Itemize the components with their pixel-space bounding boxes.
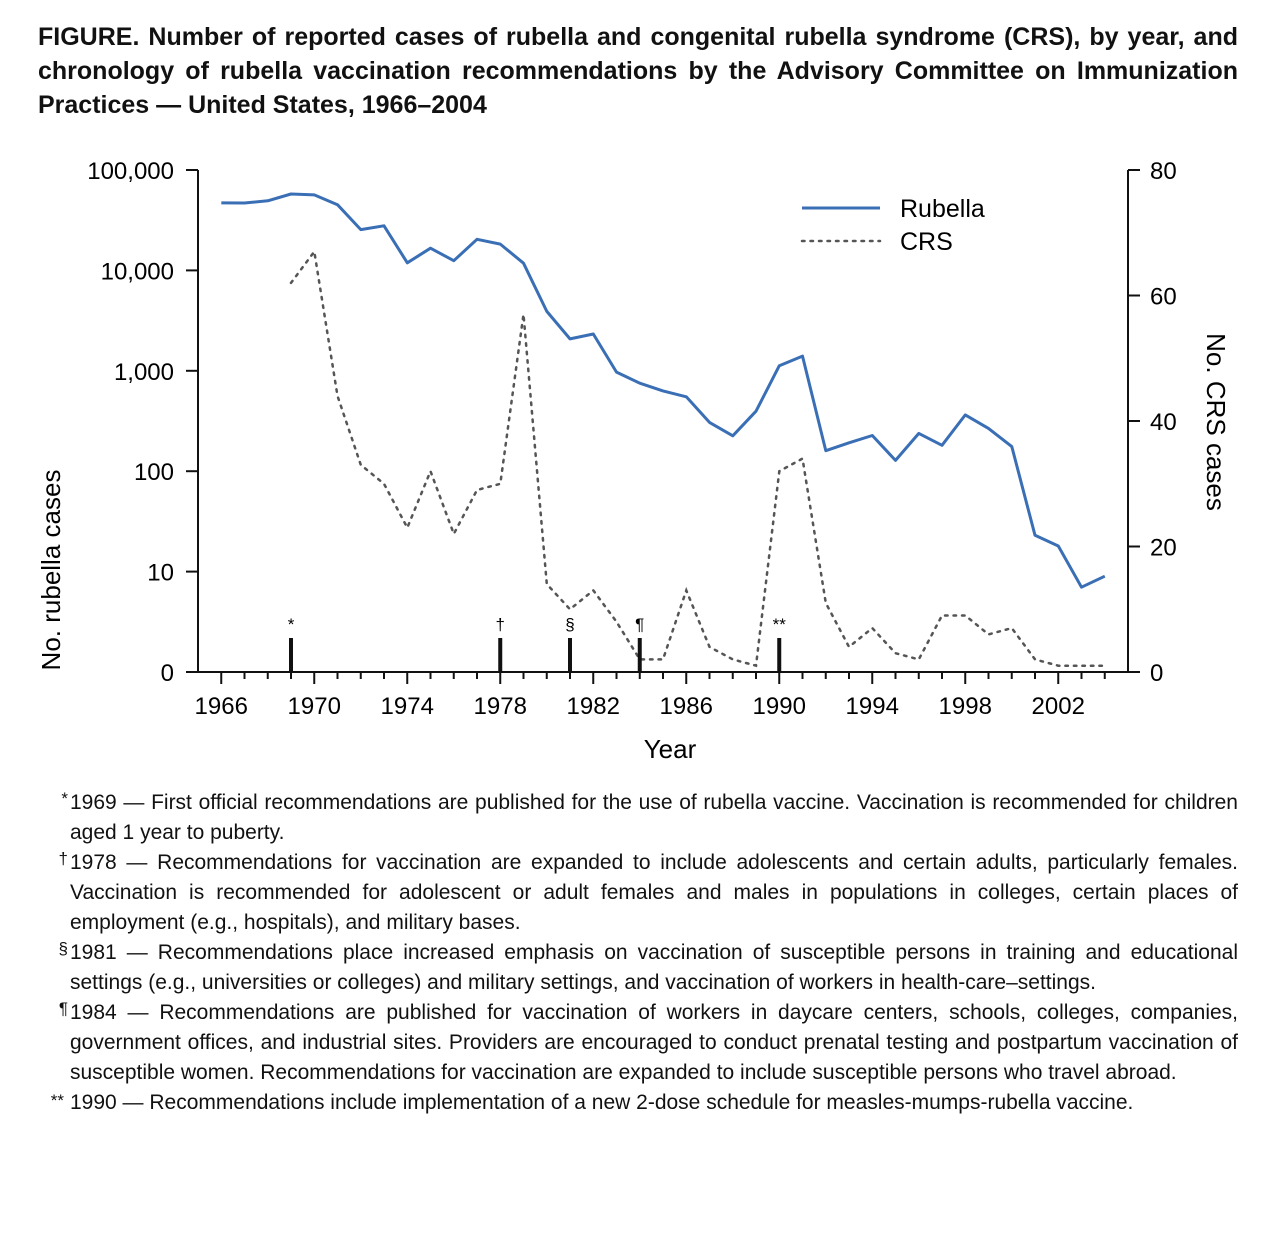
footnote-symbol: ¶ <box>58 999 68 1018</box>
recommendation-marker-symbol: † <box>496 615 505 634</box>
y-right-tick-label: 60 <box>1150 284 1177 311</box>
footnote-1978: † 1978 — Recommendations for vaccination… <box>38 848 1238 938</box>
figure-title: FIGURE. Number of reported cases of rube… <box>38 23 1238 119</box>
recommendation-marker-symbol: § <box>565 615 574 634</box>
x-tick-label: 1982 <box>567 693 620 720</box>
recommendation-marker-symbol: ** <box>773 615 787 634</box>
footnote-1981: § 1981 — Recommendations place increased… <box>38 938 1238 998</box>
footnote-1984: ¶ 1984 — Recommendations are published f… <box>38 998 1238 1088</box>
x-tick-label: 2002 <box>1032 693 1085 720</box>
chart-axes <box>197 170 1129 673</box>
chart-legend: Rubella CRS <box>800 195 985 256</box>
y-right-tick-label: 80 <box>1150 158 1177 185</box>
y-right-tick-label: 0 <box>1150 660 1163 687</box>
x-axis-label: Year <box>644 734 697 764</box>
y-left-tick-label: 100 <box>134 459 174 486</box>
y-right-tick-label: 40 <box>1150 409 1177 436</box>
y-left-tick-label: 100,000 <box>87 158 174 185</box>
y-left-tick-label: 0 <box>161 660 174 687</box>
x-tick-label: 1998 <box>939 693 992 720</box>
footnote-text: 1969 — First official recommendations ar… <box>70 791 1238 844</box>
y-left-tick-label: 10 <box>147 560 174 587</box>
footnote-text: 1981 — Recommendations place increased e… <box>70 941 1238 994</box>
footnote-1969: * 1969 — First official recommendations … <box>38 788 1238 848</box>
footnote-symbol: * <box>61 789 68 808</box>
series-rubella-line <box>221 192 1106 589</box>
x-tick-label: 1966 <box>195 693 248 720</box>
x-tick-label: 1970 <box>288 693 341 720</box>
footnote-symbol: ** <box>50 1091 64 1110</box>
recommendation-marker-symbol: * <box>288 615 295 634</box>
y-left-tick-label: 1,000 <box>114 359 174 386</box>
chart-series <box>221 192 1107 668</box>
x-tick-label: 1986 <box>660 693 713 720</box>
x-tick-label: 1974 <box>381 693 434 720</box>
footnote-text: 1990 — Recommendations include implement… <box>70 1091 1134 1114</box>
footnote-text: 1984 — Recommendations are published for… <box>70 1001 1238 1084</box>
y-right-tick-label: 20 <box>1150 535 1177 562</box>
recommendation-marker-symbol: ¶ <box>635 615 644 634</box>
chart: 0 10 100 1,000 10,000 100,000 0 20 40 60 80 1966 197… <box>36 158 1231 764</box>
chart-ticks: 0 10 100 1,000 10,000 100,000 0 20 40 60 80 1966 197… <box>87 158 1176 720</box>
x-tick-label: 1978 <box>474 693 527 720</box>
y-left-tick-label: 10,000 <box>101 258 174 285</box>
footnote-symbol: § <box>58 939 68 958</box>
x-tick-label: 1994 <box>846 693 899 720</box>
footnotes: * 1969 — First official recommendations … <box>38 788 1238 1118</box>
y-axis-right-label: No. CRS cases <box>1201 333 1231 511</box>
footnote-symbol: † <box>58 849 68 868</box>
x-tick-label: 1990 <box>753 693 806 720</box>
footnote-1990: ** 1990 — Recommendations include implem… <box>38 1088 1238 1118</box>
y-axis-left-label: No. rubella cases <box>36 470 66 671</box>
footnote-text: 1978 — Recommendations for vaccination a… <box>70 851 1238 934</box>
chart-markers: * † § ¶ ** <box>288 615 787 672</box>
series-crs-line <box>289 248 1107 668</box>
legend-crs-label: CRS <box>900 228 953 256</box>
legend-rubella-label: Rubella <box>900 195 985 223</box>
